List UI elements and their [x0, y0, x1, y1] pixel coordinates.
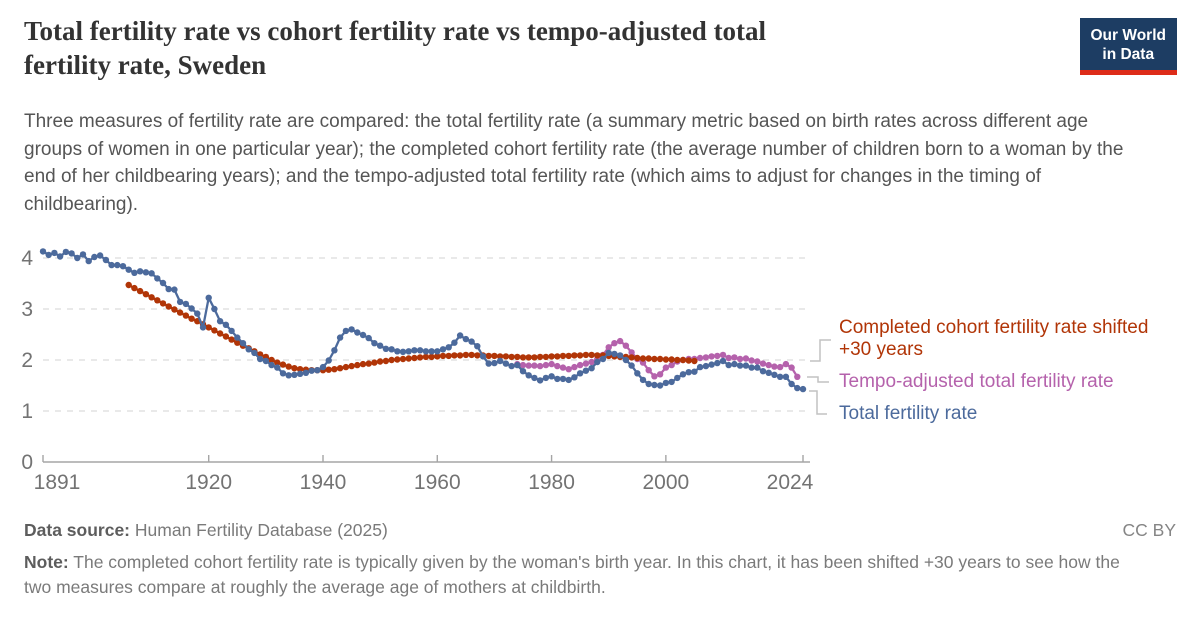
chart-note: Note: The completed cohort fertility rat…: [24, 550, 1129, 600]
legend-connectors: [807, 339, 831, 415]
chart-subtitle: Three measures of fertility rate are com…: [24, 111, 1124, 215]
title-line-2: fertility rate, Sweden: [24, 50, 267, 80]
svg-text:1960: 1960: [414, 471, 461, 494]
owid-logo-line-2: in Data: [1102, 46, 1155, 63]
svg-text:3: 3: [21, 298, 33, 321]
svg-text:0: 0: [21, 451, 33, 474]
svg-text:2024: 2024: [767, 471, 814, 494]
x-axis: [42, 455, 810, 463]
data-source-row: Data source: Human Fertility Database (2…: [24, 520, 1176, 541]
x-axis-labels: 1891 1920 1940 1960 1980 2000 2024: [34, 471, 814, 494]
svg-text:2: 2: [21, 349, 33, 372]
svg-text:1: 1: [21, 400, 33, 423]
svg-text:1920: 1920: [185, 471, 232, 494]
legend-completed-cohort-fertility-rate[interactable]: Completed cohort fertility rate shifted …: [839, 317, 1149, 360]
data-source-value: Human Fertility Database (2025): [134, 520, 388, 540]
svg-text:2000: 2000: [642, 471, 689, 494]
y-axis-labels: 0 1 2 3 4: [21, 247, 33, 474]
note-text: The completed cohort fertility rate is t…: [24, 552, 1120, 597]
license-link[interactable]: CC BY: [1122, 520, 1176, 540]
svg-text:1891: 1891: [34, 471, 81, 494]
svg-text:1980: 1980: [528, 471, 575, 494]
data-source-label: Data source:: [24, 520, 131, 540]
series-total-fertility-rate[interactable]: [39, 248, 807, 393]
owid-logo-line-1: Our World: [1090, 27, 1167, 44]
note-label: Note:: [24, 552, 69, 572]
title-line-1: Total fertility rate vs cohort fertility…: [24, 16, 767, 46]
svg-text:4: 4: [21, 247, 33, 270]
page-title: Total fertility rate vs cohort fertility…: [24, 14, 1034, 82]
owid-logo[interactable]: Our World in Data: [1079, 18, 1177, 75]
legend-tempo-adjusted-total-fertility-rate[interactable]: Tempo-adjusted total fertility rate: [839, 371, 1114, 392]
svg-text:1940: 1940: [300, 471, 347, 494]
series-tempo-adjusted-total-fertility-rate[interactable]: [514, 337, 801, 380]
legend-total-fertility-rate[interactable]: Total fertility rate: [839, 403, 978, 424]
